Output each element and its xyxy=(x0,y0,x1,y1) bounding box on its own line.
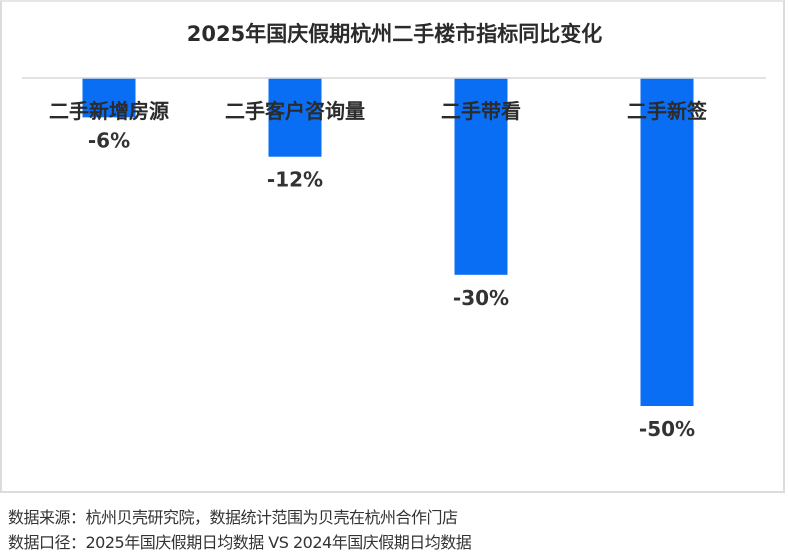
chart-frame xyxy=(0,0,785,493)
bar-4 xyxy=(640,78,694,406)
category-label: 二手带看 xyxy=(441,99,521,123)
category-label: 二手客户咨询量 xyxy=(225,99,365,123)
bar-3 xyxy=(454,78,508,275)
chart-title: 2025年国庆假期杭州二手楼市指标同比变化 xyxy=(186,22,603,46)
bar-1 xyxy=(82,78,136,118)
footer-source: 数据来源：杭州贝壳研究院，数据统计范围为贝壳在杭州合作门店 xyxy=(8,508,458,527)
value-label: -6% xyxy=(88,128,130,152)
value-label: -30% xyxy=(453,286,509,310)
footer-scope: 数据口径：2025年国庆假期日均数据 VS 2024年国庆假期日均数据 xyxy=(8,533,472,552)
value-label: -50% xyxy=(639,417,695,441)
category-label: 二手新签 xyxy=(627,99,708,123)
value-label: -12% xyxy=(267,168,323,192)
bar-2 xyxy=(268,78,322,157)
category-label: 二手新增房源 xyxy=(49,99,169,123)
bar-chart: -6% 二手新增房源 -12% 二手客户咨询量 -30% 二手带看 -50% 二手新签 xyxy=(22,77,766,441)
